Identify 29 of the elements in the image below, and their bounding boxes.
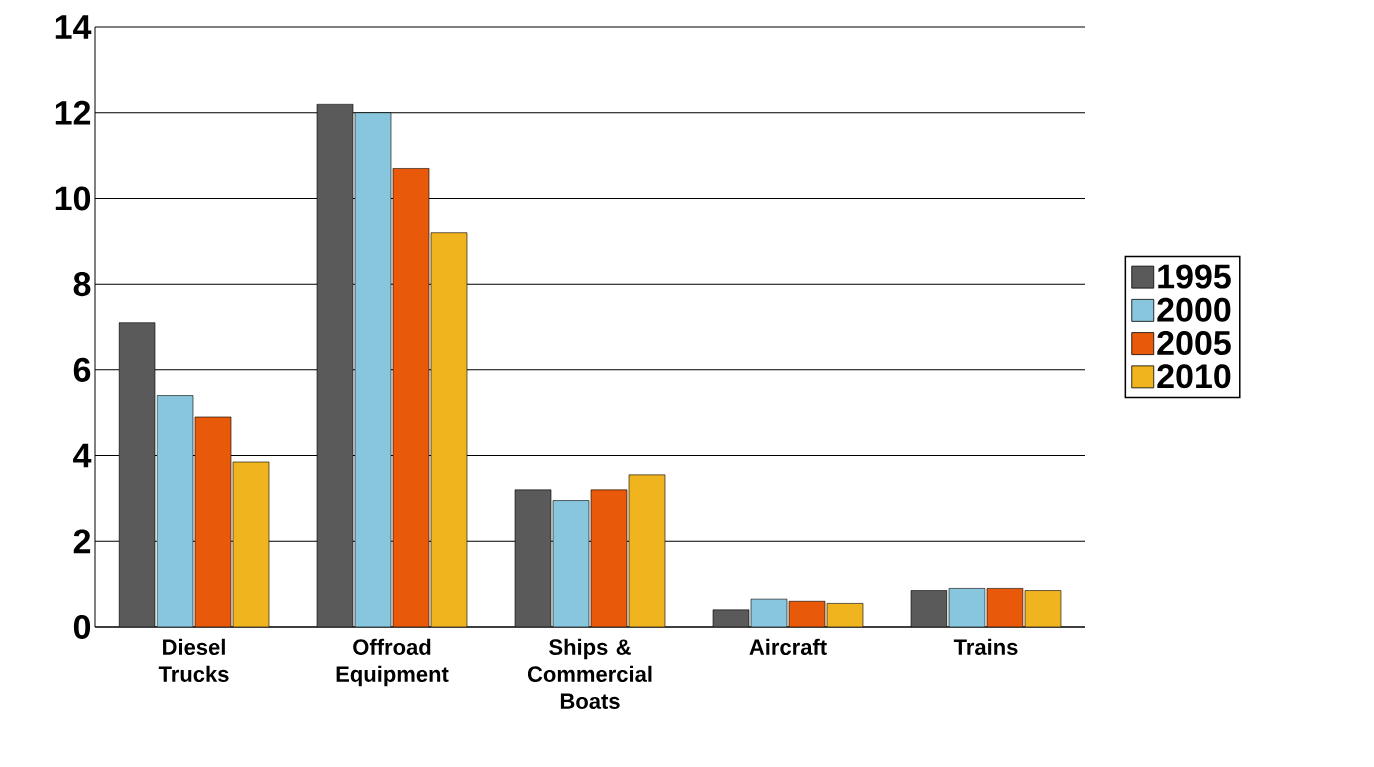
bar (552, 500, 590, 627)
x-tick-label: Offroad Equipment (336, 638, 449, 687)
x-tick-label: Diesel Trucks (158, 638, 229, 682)
legend-label: 2000 (1157, 297, 1231, 322)
bar (354, 112, 392, 627)
y-tick-label: 4 (73, 443, 92, 468)
y-tick-label: 12 (55, 100, 91, 125)
legend-label: 2010 (1157, 364, 1231, 389)
y-tick-label: 8 (73, 272, 91, 297)
bar (392, 168, 430, 627)
legend-label: 1995 (1158, 264, 1231, 289)
bar (628, 474, 666, 627)
bar (232, 461, 270, 627)
x-tick-label: Trains (953, 638, 1018, 655)
y-tick-label: 6 (73, 357, 91, 382)
legend-label: 2005 (1157, 330, 1231, 356)
bar (948, 588, 986, 627)
bar (590, 489, 628, 627)
x-tick-label: Aircraft (749, 638, 827, 655)
y-tick-label: 10 (55, 186, 91, 211)
bar (1024, 590, 1062, 627)
bar (430, 232, 468, 627)
y-tick-label: 14 (55, 15, 92, 39)
bar (194, 416, 232, 627)
x-tick-label: Ships & Commercial Boats (527, 638, 652, 709)
y-tick-label: 2 (73, 529, 91, 554)
y-tick-label: 0 (73, 614, 91, 640)
bar (156, 395, 194, 627)
bar (986, 588, 1024, 627)
